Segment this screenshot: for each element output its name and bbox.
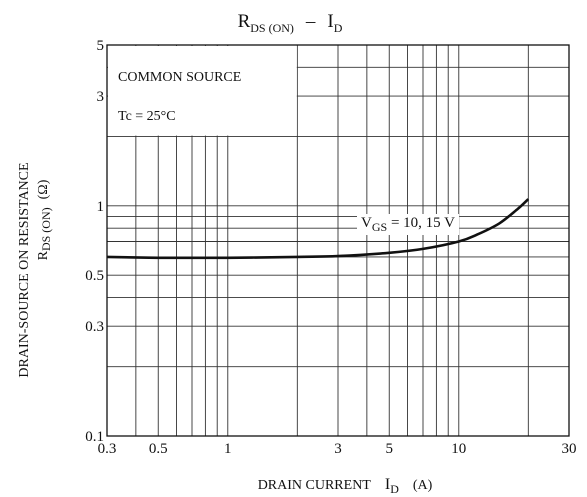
y-axis-label-2: RDS (ON)(Ω): [36, 179, 53, 260]
condition-common-source: COMMON SOURCE: [118, 70, 241, 85]
series-label-background: [357, 214, 460, 235]
plot-frame: [106, 44, 570, 437]
x-tick-label: 30: [562, 441, 577, 457]
x-tick-label: 10: [451, 441, 466, 457]
x-tick-labels: 0.3 0.5 1 3 5 10 30: [98, 441, 577, 457]
x-tick-label: 3: [334, 441, 342, 457]
x-tick-label: 0.3: [98, 441, 117, 457]
y-axis-label: DRAIN-SOURCE ON RESISTANCE: [17, 162, 32, 377]
y-tick-label: 5: [97, 38, 105, 54]
y-tick-label: 0.3: [85, 319, 104, 335]
y-tick-label: 3: [97, 89, 105, 105]
series-label-vgs: VGS = 10, 15 V: [361, 215, 455, 234]
x-tick-label: 1: [224, 441, 232, 457]
y-axis-label-line2: RDS (ON)(Ω): [36, 179, 53, 260]
x-tick-label: 0.5: [149, 441, 168, 457]
y-tick-label: 0.5: [85, 268, 104, 284]
y-tick-label: 0.1: [85, 429, 104, 445]
condition-temperature: Tc = 25°C: [118, 109, 176, 124]
series-line-vgs: [106, 198, 530, 260]
chart-title: RDS (ON) – ID: [238, 11, 343, 35]
y-axis-label-line1: DRAIN-SOURCE ON RESISTANCE: [17, 162, 32, 377]
x-tick-label: 5: [385, 441, 393, 457]
y-tick-label: 1: [97, 199, 105, 215]
y-tick-labels: 0.1 0.3 0.5 1 3 5: [85, 38, 104, 445]
x-axis-label: DRAIN CURRENT ID (A): [258, 476, 433, 496]
condition-box: [108, 46, 297, 136]
